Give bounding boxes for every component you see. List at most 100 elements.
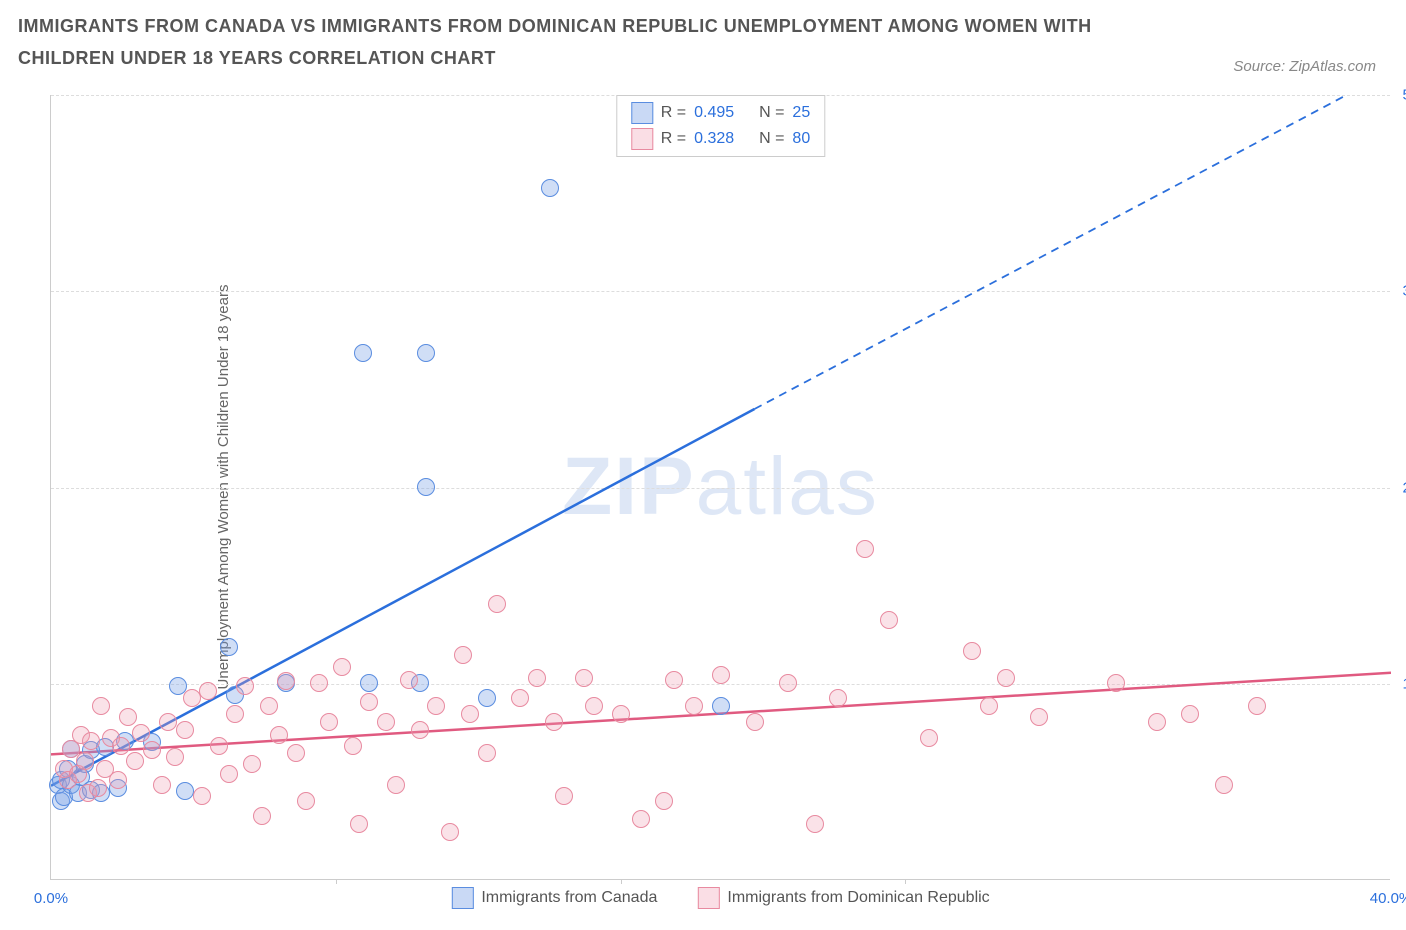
data-point	[441, 823, 459, 841]
data-point	[176, 782, 194, 800]
legend-stats: R = 0.495 N = 25 R = 0.328 N = 80	[616, 95, 825, 157]
data-point	[1107, 674, 1125, 692]
r-label: R =	[661, 130, 686, 148]
swatch-pink-icon	[697, 887, 719, 909]
data-point	[243, 755, 261, 773]
legend-stats-row-2: R = 0.328 N = 80	[631, 128, 810, 150]
data-point	[344, 737, 362, 755]
data-point	[153, 776, 171, 794]
n-label: N =	[759, 130, 784, 148]
data-point	[360, 693, 378, 711]
x-tick-mark	[336, 879, 337, 884]
data-point	[478, 689, 496, 707]
swatch-pink-icon	[631, 128, 653, 150]
data-point	[528, 669, 546, 687]
watermark-light: atlas	[696, 441, 879, 532]
gridline	[51, 291, 1390, 292]
data-point	[350, 815, 368, 833]
data-point	[333, 658, 351, 676]
data-point	[555, 787, 573, 805]
data-point	[193, 787, 211, 805]
data-point	[575, 669, 593, 687]
data-point	[297, 792, 315, 810]
data-point	[712, 697, 730, 715]
n-value-1: 25	[792, 104, 810, 122]
trend-line	[51, 409, 755, 786]
data-point	[980, 697, 998, 715]
data-point	[612, 705, 630, 723]
data-point	[712, 666, 730, 684]
data-point	[82, 732, 100, 750]
data-point	[829, 689, 847, 707]
data-point	[310, 674, 328, 692]
data-point	[1030, 708, 1048, 726]
y-tick-label: 25.0%	[1402, 479, 1406, 496]
data-point	[1148, 713, 1166, 731]
data-point	[417, 478, 435, 496]
data-point	[411, 721, 429, 739]
data-point	[377, 713, 395, 731]
swatch-blue-icon	[631, 102, 653, 124]
data-point	[454, 646, 472, 664]
data-point	[478, 744, 496, 762]
gridline	[51, 488, 1390, 489]
data-point	[320, 713, 338, 731]
data-point	[183, 689, 201, 707]
legend-series: Immigrants from Canada Immigrants from D…	[451, 887, 989, 909]
data-point	[253, 807, 271, 825]
data-point	[199, 682, 217, 700]
data-point	[76, 752, 94, 770]
data-point	[176, 721, 194, 739]
data-point	[655, 792, 673, 810]
data-point	[109, 771, 127, 789]
data-point	[746, 713, 764, 731]
data-point	[511, 689, 529, 707]
data-point	[545, 713, 563, 731]
data-point	[488, 595, 506, 613]
data-point	[287, 744, 305, 762]
data-point	[220, 765, 238, 783]
y-tick-label: 37.5%	[1402, 283, 1406, 300]
source-name: ZipAtlas.com	[1289, 58, 1376, 75]
data-point	[400, 671, 418, 689]
watermark-bold: ZIP	[562, 441, 696, 532]
x-tick-mark	[905, 879, 906, 884]
x-tick-label: 40.0%	[1370, 890, 1406, 907]
plot-area: Unemployment Among Women with Children U…	[50, 95, 1390, 880]
data-point	[166, 748, 184, 766]
data-point	[1181, 705, 1199, 723]
data-point	[226, 705, 244, 723]
data-point	[119, 708, 137, 726]
data-point	[236, 677, 254, 695]
data-point	[856, 540, 874, 558]
data-point	[220, 638, 238, 656]
n-label: N =	[759, 104, 784, 122]
swatch-blue-icon	[451, 887, 473, 909]
y-tick-label: 12.5%	[1402, 675, 1406, 692]
chart-title: IMMIGRANTS FROM CANADA VS IMMIGRANTS FRO…	[18, 10, 1098, 75]
data-point	[126, 752, 144, 770]
data-point	[210, 737, 228, 755]
data-point	[277, 672, 295, 690]
trend-line	[755, 95, 1392, 409]
x-tick-mark	[621, 879, 622, 884]
data-point	[360, 674, 378, 692]
data-point	[665, 671, 683, 689]
data-point	[963, 642, 981, 660]
data-point	[260, 697, 278, 715]
r-value-2: 0.328	[694, 130, 734, 148]
data-point	[806, 815, 824, 833]
r-value-1: 0.495	[694, 104, 734, 122]
legend-series-1: Immigrants from Canada	[451, 887, 657, 909]
data-point	[417, 344, 435, 362]
source-prefix: Source:	[1233, 58, 1289, 75]
data-point	[461, 705, 479, 723]
data-point	[270, 726, 288, 744]
data-point	[632, 810, 650, 828]
legend-stats-row-1: R = 0.495 N = 25	[631, 102, 810, 124]
data-point	[387, 776, 405, 794]
data-point	[997, 669, 1015, 687]
n-value-2: 80	[792, 130, 810, 148]
data-point	[685, 697, 703, 715]
source-label: Source: ZipAtlas.com	[1233, 58, 1376, 75]
